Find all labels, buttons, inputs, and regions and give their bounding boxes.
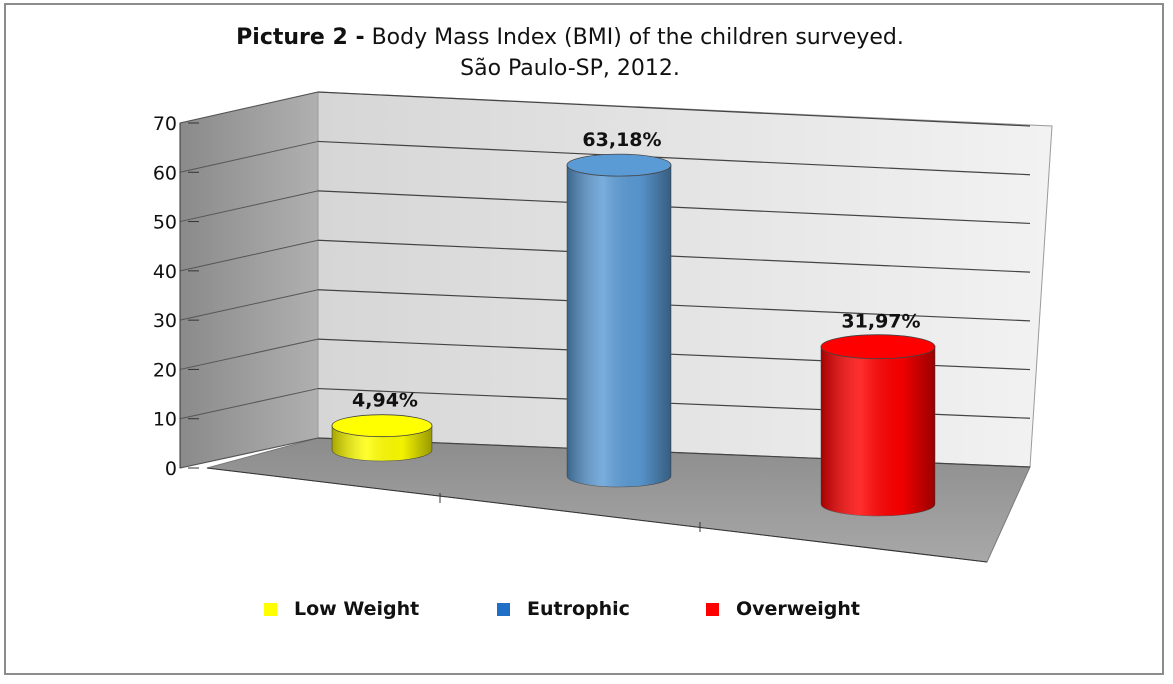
side-gridline: [179, 91, 319, 124]
side-gridline: [179, 289, 319, 321]
y-tick-label: 10: [153, 409, 177, 431]
bar-top: [566, 153, 672, 177]
side-gridline: [179, 437, 319, 469]
side-gridline: [179, 239, 319, 272]
title-text: Body Mass Index (BMI) of the children su…: [371, 25, 904, 50]
gridline: [317, 190, 1031, 225]
x-axis-line: [206, 467, 988, 563]
legend-swatch: [264, 602, 277, 616]
y-tick-label: 60: [153, 162, 177, 184]
data-label: 63,18%: [582, 129, 661, 151]
back-wall: [317, 91, 1053, 468]
data-label: 31,97%: [841, 311, 920, 333]
title-line-1: Picture 2 - Body Mass Index (BMI) of the…: [0, 22, 1140, 53]
bar-shading: [567, 165, 671, 487]
y-tick-label: 70: [153, 113, 177, 135]
title-line-2: São Paulo-SP, 2012.: [460, 56, 680, 81]
gridline: [317, 289, 1031, 322]
legend-label: Low Weight: [294, 598, 420, 620]
chart-legend: Low Weight Eutrophic Overweight: [0, 598, 1173, 628]
side-wall: [179, 91, 319, 469]
side-gridline: [179, 140, 319, 173]
gridline: [317, 91, 1031, 127]
gridline: [317, 140, 1031, 176]
y-tick-label: 0: [165, 458, 177, 480]
legend-swatch: [497, 602, 510, 616]
y-tick-label: 50: [153, 212, 177, 234]
y-tick-label: 30: [153, 310, 177, 332]
bar-top: [331, 414, 433, 438]
bar-shading: [821, 346, 935, 516]
side-gridline: [179, 338, 319, 370]
legend-item: Low Weight: [264, 598, 419, 620]
chart-title: Picture 2 - Body Mass Index (BMI) of the…: [0, 22, 1140, 84]
legend-item: Eutrophic: [497, 598, 630, 620]
y-tick-label: 20: [153, 359, 177, 381]
legend-label: Overweight: [736, 598, 860, 620]
legend-label: Eutrophic: [527, 598, 630, 620]
y-tick-label: 40: [153, 261, 177, 283]
gridline: [317, 239, 1031, 273]
data-label: 4,94%: [352, 390, 418, 412]
legend-swatch: [706, 602, 719, 616]
title-prefix: Picture 2 -: [236, 25, 365, 50]
side-gridline: [179, 190, 319, 223]
bar-top: [820, 334, 936, 360]
side-gridline: [179, 388, 319, 420]
legend-item: Overweight: [706, 598, 860, 620]
